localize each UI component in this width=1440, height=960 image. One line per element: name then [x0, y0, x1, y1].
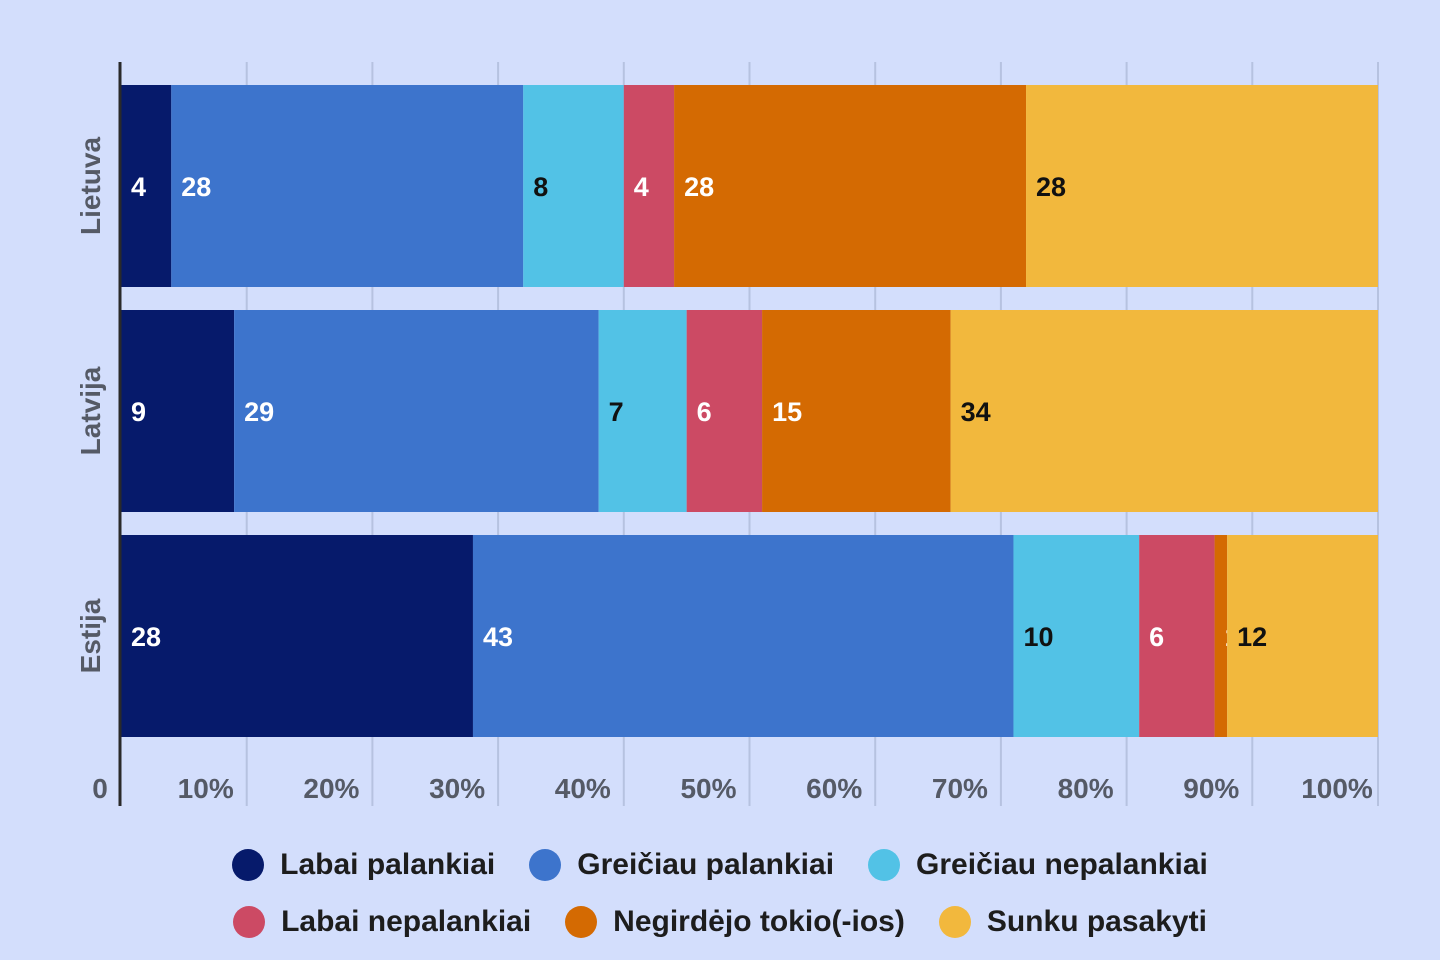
bar-value-label: 7	[609, 397, 624, 427]
bar-segment	[472, 535, 1014, 737]
bar-segment	[1227, 535, 1378, 737]
legend-label: Negirdėjo tokio(-ios)	[613, 905, 905, 938]
legend-row: Labai nepalankiai Negirdėjo tokio(-ios) Su…	[0, 905, 1440, 939]
legend-item: Greičiau nepalankiai	[868, 848, 1208, 882]
bar-value-label: 28	[181, 172, 211, 202]
x-tick-label: 90%	[1183, 773, 1239, 804]
bar-segment	[623, 85, 675, 287]
bar-value-label: 43	[483, 622, 513, 652]
legend-label: Labai nepalankiai	[281, 905, 532, 938]
legend-label: Greičiau palankiai	[577, 848, 835, 881]
x-tick-label: 40%	[555, 773, 611, 804]
bar-segment	[1214, 535, 1228, 737]
bar-value-label: 10	[1023, 622, 1053, 652]
bar-segment	[234, 310, 599, 512]
legend-swatch	[233, 906, 266, 938]
legend-item: Labai palankiai	[232, 848, 495, 882]
legend-swatch	[529, 849, 562, 881]
bars: 4288428289297615342843106112	[121, 85, 1378, 737]
bar-segment	[762, 310, 951, 512]
x-tick-label: 60%	[806, 773, 862, 804]
x-tick-label: 70%	[932, 773, 988, 804]
bar-value-label: 15	[772, 397, 802, 427]
y-category-label: Estija	[75, 598, 106, 673]
axes: 0 10% 20% 30% 40% 50% 60% 70% 80% 90% 100% Lietuva L…	[75, 62, 1373, 806]
legend-label: Labai palankiai	[280, 848, 496, 881]
x-tick-label: 50%	[680, 773, 736, 804]
bar-value-label: 34	[961, 397, 991, 427]
bar-segment	[674, 85, 1027, 287]
bar-value-label: 8	[533, 172, 548, 202]
x-tick-label: 80%	[1058, 773, 1114, 804]
legend-item: Greičiau palankiai	[529, 848, 834, 882]
bar-segment	[121, 535, 473, 737]
bar-segment	[121, 310, 235, 512]
legend-swatch	[868, 849, 901, 881]
bar-value-label: 6	[697, 397, 712, 427]
x-tick-label: 30%	[429, 773, 485, 804]
legend-row: Labai palankiai Greičiau palankiai Greičia…	[0, 848, 1440, 882]
bar-value-label: 4	[634, 172, 649, 202]
legend-swatch	[232, 849, 265, 881]
bar-value-label: 6	[1149, 622, 1164, 652]
legend-label: Greičiau nepalankiai	[916, 848, 1208, 881]
legend-item: Sunku pasakyti	[938, 905, 1207, 939]
x-tick-label: 0	[92, 773, 108, 804]
legend-swatch	[565, 906, 598, 938]
x-tick-label: 10%	[178, 773, 234, 804]
bar-segment	[1139, 535, 1215, 737]
bar-value-label: 28	[684, 172, 714, 202]
x-tick-label: 20%	[303, 773, 359, 804]
bar-value-label: 29	[244, 397, 274, 427]
bar-segment	[686, 310, 763, 512]
legend-item: Labai nepalankiai	[233, 905, 531, 939]
bar-value-label: 28	[131, 622, 161, 652]
bar-segment	[1026, 85, 1378, 287]
bar-value-label: 28	[1036, 172, 1066, 202]
bar-segment	[523, 85, 624, 287]
bar-segment	[950, 310, 1378, 512]
bar-segment	[1013, 535, 1140, 737]
y-category-label: Lietuva	[75, 137, 106, 235]
bar-segment	[121, 85, 172, 287]
bar-segment	[598, 310, 687, 512]
x-tick-label: 100%	[1301, 773, 1373, 804]
bar-segment	[171, 85, 524, 287]
y-category-label: Latvija	[75, 366, 106, 455]
bar-value-label: 12	[1237, 622, 1267, 652]
bar-value-label: 4	[131, 172, 146, 202]
bar-value-label: 9	[131, 397, 146, 427]
legend-item: Negirdėjo tokio(-ios)	[565, 905, 905, 939]
legend-swatch	[938, 906, 971, 938]
legend-label: Sunku pasakyti	[986, 905, 1207, 938]
